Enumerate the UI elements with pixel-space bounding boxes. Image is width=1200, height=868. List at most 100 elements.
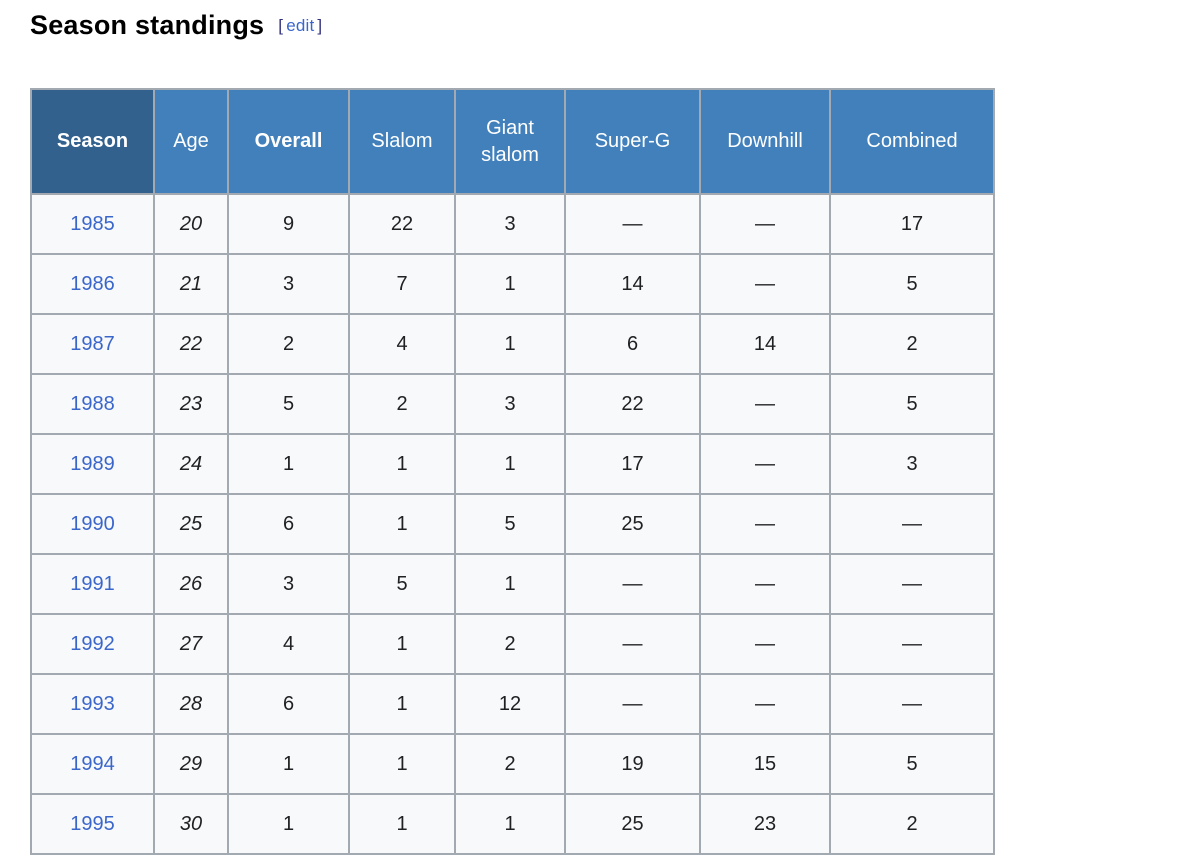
- season-cell: 1994: [30, 733, 155, 795]
- season-link[interactable]: 1991: [70, 572, 115, 595]
- column-header-giant: Giant slalom: [454, 88, 566, 195]
- slalom-result-cell: 1: [348, 733, 456, 795]
- overall-result-cell: 1: [227, 733, 350, 795]
- column-header-season: Season: [30, 88, 155, 195]
- header-row: Season Age Overall Slalom Giant slalom Super-…: [30, 88, 995, 195]
- superg-result-cell: —: [564, 553, 701, 615]
- slalom-result-cell: 1: [348, 433, 456, 495]
- age-cell: 28: [153, 673, 229, 735]
- season-cell: 1985: [30, 193, 155, 255]
- overall-result-cell: 1: [227, 433, 350, 495]
- combined-result-cell: —: [829, 673, 995, 735]
- season-link[interactable]: 1987: [70, 332, 115, 355]
- season-link[interactable]: 1988: [70, 392, 115, 415]
- downhill-result-cell: 14: [699, 313, 831, 375]
- edit-close-bracket: ]: [317, 16, 323, 35]
- column-header-downhill: Downhill: [699, 88, 831, 195]
- superg-result-cell: 6: [564, 313, 701, 375]
- season-link[interactable]: 1990: [70, 512, 115, 535]
- column-header-combined: Combined: [829, 88, 995, 195]
- age-cell: 22: [153, 313, 229, 375]
- season-cell: 1992: [30, 613, 155, 675]
- giant-result-cell: 2: [454, 613, 566, 675]
- page-title: Season standings [edit]: [30, 10, 322, 41]
- column-header-age: Age: [153, 88, 229, 195]
- age-cell: 27: [153, 613, 229, 675]
- table-row: 1992 27 4 1 2— — —: [30, 613, 995, 675]
- superg-result-cell: 25: [564, 793, 701, 855]
- season-link[interactable]: 1993: [70, 692, 115, 715]
- combined-result-cell: 5: [829, 253, 995, 315]
- age-cell: 24: [153, 433, 229, 495]
- season-cell: 1995: [30, 793, 155, 855]
- column-header-slalom: Slalom: [348, 88, 456, 195]
- overall-result-cell: 3: [227, 553, 350, 615]
- slalom-result-cell: 1: [348, 673, 456, 735]
- slalom-result-cell: 1: [348, 793, 456, 855]
- combined-result-cell: —: [829, 493, 995, 555]
- overall-result-cell: 3: [227, 253, 350, 315]
- combined-result-cell: 2: [829, 793, 995, 855]
- superg-result-cell: 22: [564, 373, 701, 435]
- giant-result-cell: 1: [454, 433, 566, 495]
- superg-result-cell: 14: [564, 253, 701, 315]
- giant-result-cell: 5: [454, 493, 566, 555]
- table-row: 1986 21 3 7 1 14—5: [30, 253, 995, 315]
- combined-result-cell: 2: [829, 313, 995, 375]
- season-link[interactable]: 1986: [70, 272, 115, 295]
- giant-result-cell: 2: [454, 733, 566, 795]
- page-title-text: Season standings: [30, 10, 265, 40]
- table-row: 1990 25 6 1 5 25— —: [30, 493, 995, 555]
- table-row: 1994 29 1 1 2 19 15 5: [30, 733, 995, 795]
- season-cell: 1988: [30, 373, 155, 435]
- season-cell: 1991: [30, 553, 155, 615]
- giant-result-cell: 1: [454, 313, 566, 375]
- combined-result-cell: 17: [829, 193, 995, 255]
- combined-result-cell: —: [829, 613, 995, 675]
- combined-result-cell: 5: [829, 373, 995, 435]
- giant-result-cell: 1: [454, 793, 566, 855]
- slalom-result-cell: 2: [348, 373, 456, 435]
- giant-result-cell: 3: [454, 193, 566, 255]
- slalom-result-cell: 7: [348, 253, 456, 315]
- season-link[interactable]: 1985: [70, 212, 115, 235]
- combined-result-cell: —: [829, 553, 995, 615]
- giant-result-cell: 12: [454, 673, 566, 735]
- column-header-superg: Super-G: [564, 88, 701, 195]
- overall-result-cell: 9: [227, 193, 350, 255]
- overall-result-cell: 1: [227, 793, 350, 855]
- slalom-result-cell: 5: [348, 553, 456, 615]
- column-header-overall: Overall: [227, 88, 350, 195]
- slalom-result-cell: 1: [348, 613, 456, 675]
- combined-result-cell: 3: [829, 433, 995, 495]
- downhill-result-cell: —: [699, 493, 831, 555]
- age-cell: 29: [153, 733, 229, 795]
- edit-open-bracket: [: [278, 16, 284, 35]
- downhill-result-cell: —: [699, 193, 831, 255]
- season-link[interactable]: 1989: [70, 452, 115, 475]
- edit-link[interactable]: edit: [286, 16, 315, 35]
- season-cell: 1989: [30, 433, 155, 495]
- season-link[interactable]: 1992: [70, 632, 115, 655]
- season-cell: 1987: [30, 313, 155, 375]
- season-cell: 1986: [30, 253, 155, 315]
- season-link[interactable]: 1995: [70, 812, 115, 835]
- slalom-result-cell: 4: [348, 313, 456, 375]
- table-row: 1993 28 6 1 12— — —: [30, 673, 995, 735]
- overall-result-cell: 5: [227, 373, 350, 435]
- season-link[interactable]: 1994: [70, 752, 115, 775]
- downhill-result-cell: 15: [699, 733, 831, 795]
- table-row: 1985 20 9 22 3— —17: [30, 193, 995, 255]
- age-cell: 20: [153, 193, 229, 255]
- superg-result-cell: —: [564, 613, 701, 675]
- superg-result-cell: —: [564, 193, 701, 255]
- superg-result-cell: 19: [564, 733, 701, 795]
- downhill-result-cell: —: [699, 673, 831, 735]
- combined-result-cell: 5: [829, 733, 995, 795]
- age-cell: 21: [153, 253, 229, 315]
- age-cell: 25: [153, 493, 229, 555]
- giant-result-cell: 3: [454, 373, 566, 435]
- season-cell: 1993: [30, 673, 155, 735]
- table-row: 1987 22 2 4 1 6 14 2: [30, 313, 995, 375]
- downhill-result-cell: —: [699, 433, 831, 495]
